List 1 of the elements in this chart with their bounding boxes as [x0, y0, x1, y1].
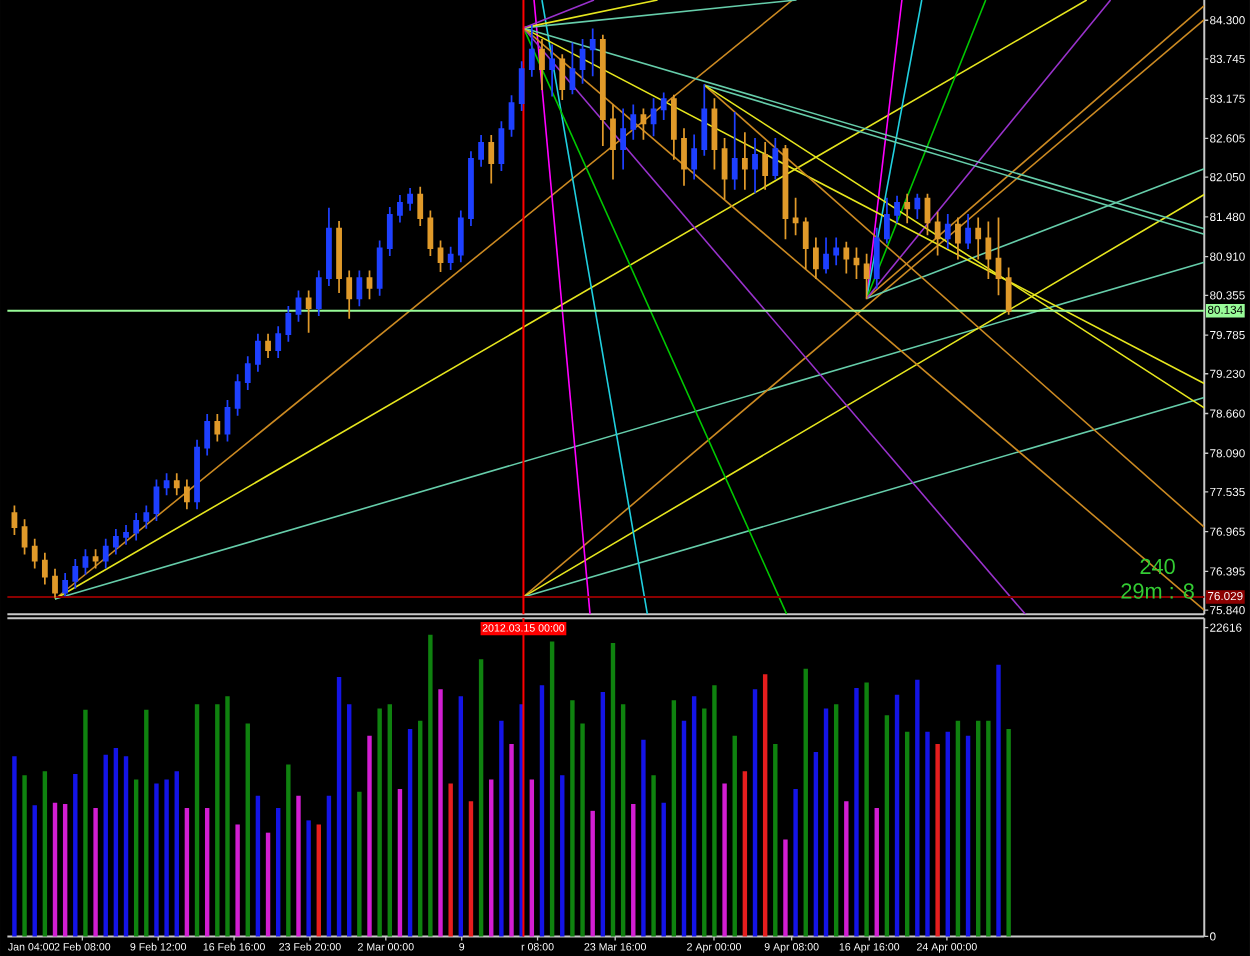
annotation: 29m : 8 [1121, 583, 1194, 599]
